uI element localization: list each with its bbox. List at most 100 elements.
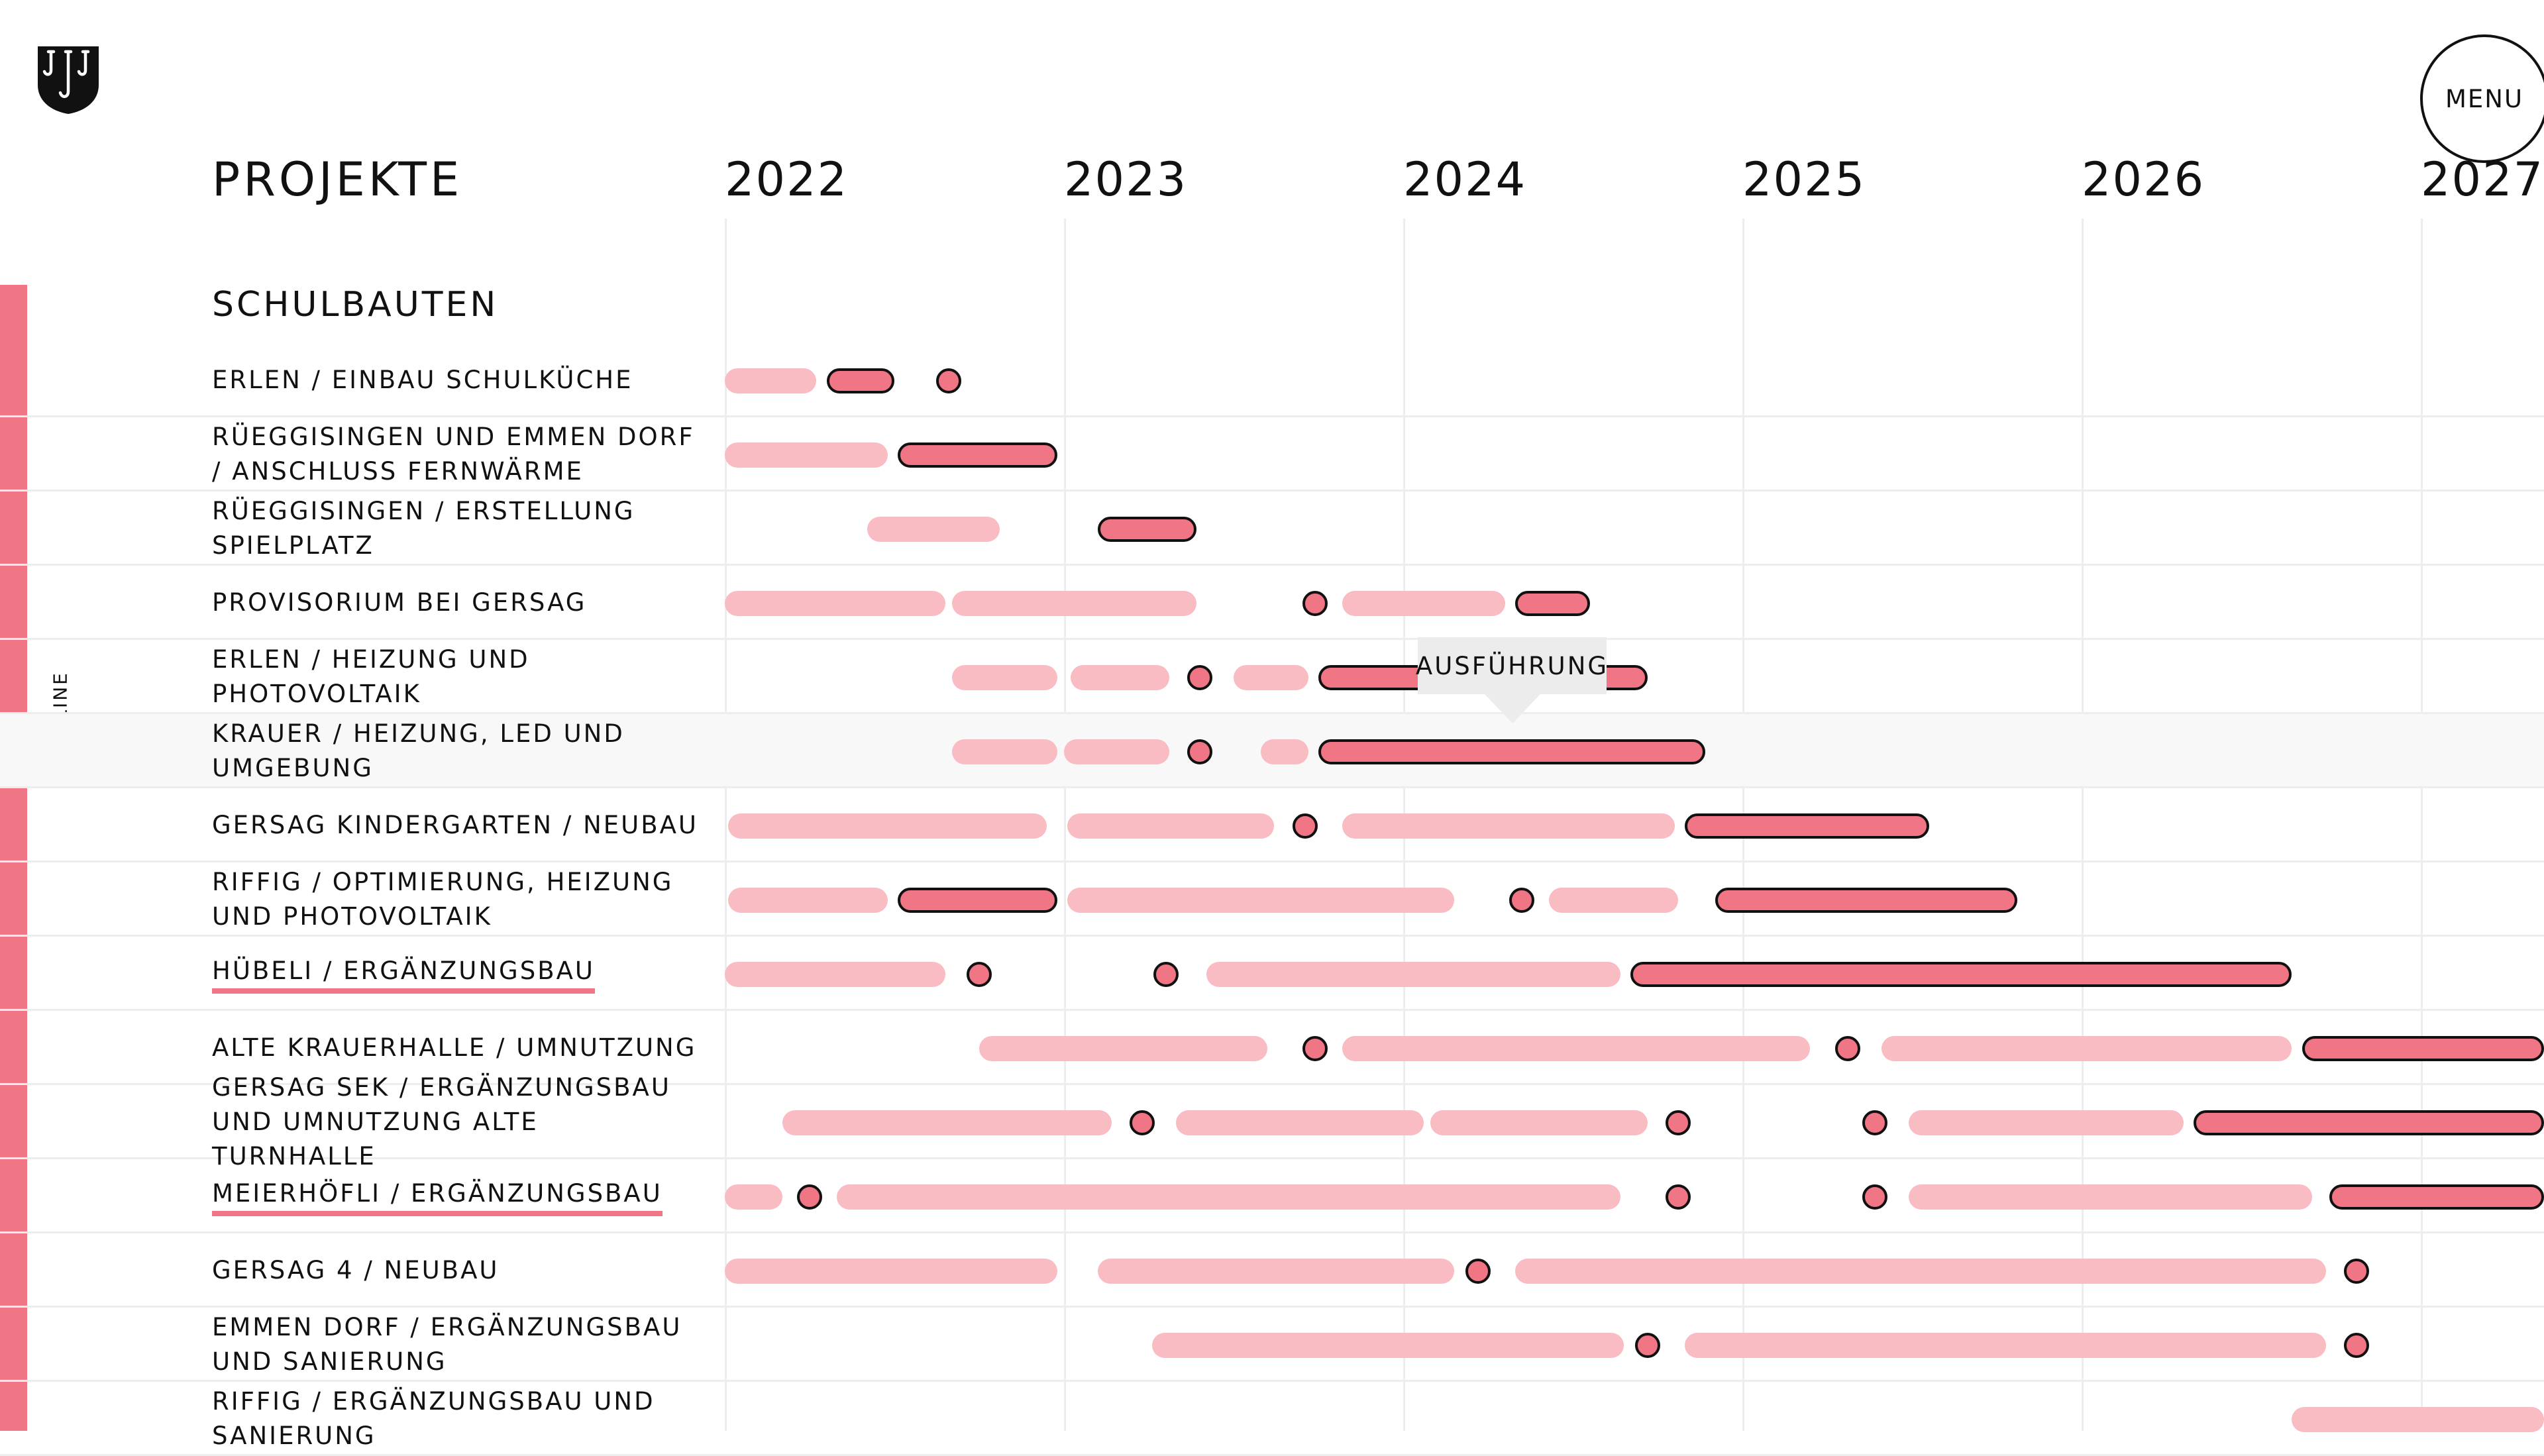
project-row[interactable]: HÜBELI / ERGÄNZUNGSBAU — [0, 937, 2544, 1011]
phase-bar-planning[interactable] — [1175, 1110, 1424, 1135]
project-row[interactable]: RIFFIG / ERGÄNZUNGSBAU UND SANIERUNG — [0, 1382, 2544, 1456]
project-label: KRAUER / HEIZUNG, LED UND UMGEBUNG — [212, 714, 702, 788]
project-label: ERLEN / EINBAU SCHULKÜCHE — [212, 343, 702, 417]
phase-bar-execution[interactable] — [898, 888, 1057, 913]
timeline-side-bar[interactable] — [0, 285, 27, 1431]
phase-bar-planning[interactable] — [979, 1036, 1268, 1061]
milestone-dot[interactable] — [797, 1184, 822, 1210]
phase-bar-planning[interactable] — [725, 1184, 783, 1210]
phase-bar-planning[interactable] — [1260, 739, 1308, 764]
phase-bar-execution[interactable] — [1684, 813, 1929, 839]
phase-bar-planning[interactable] — [1342, 1036, 1811, 1061]
phase-bar-planning[interactable] — [1514, 1259, 2326, 1284]
milestone-dot[interactable] — [1153, 962, 1179, 987]
project-label[interactable]: HÜBELI / ERGÄNZUNGSBAU — [212, 937, 702, 1011]
phase-bar-execution[interactable] — [826, 368, 894, 393]
milestone-dot[interactable] — [935, 368, 961, 393]
phase-bar-execution[interactable] — [2193, 1110, 2544, 1135]
phase-bar-planning[interactable] — [1549, 888, 1678, 913]
project-row[interactable]: ERLEN / HEIZUNG UND PHOTOVOLTAIK — [0, 640, 2544, 714]
milestone-dot[interactable] — [1834, 1036, 1860, 1061]
milestone-dot[interactable] — [967, 962, 992, 987]
phase-bar-planning[interactable] — [725, 1259, 1057, 1284]
project-label[interactable]: MEIERHÖFLI / ERGÄNZUNGSBAU — [212, 1159, 702, 1233]
phase-bar-planning[interactable] — [952, 591, 1196, 616]
phase-bar-planning[interactable] — [1071, 665, 1169, 690]
milestone-dot[interactable] — [2343, 1333, 2369, 1358]
phase-bar-planning[interactable] — [725, 442, 888, 468]
phase-bar-planning[interactable] — [1064, 739, 1169, 764]
phase-bar-planning[interactable] — [725, 962, 945, 987]
milestone-dot[interactable] — [1665, 1110, 1691, 1135]
phase-bar-planning[interactable] — [728, 888, 888, 913]
milestone-dot[interactable] — [1292, 813, 1318, 839]
project-row[interactable]: EMMEN DORF / ERGÄNZUNGSBAU UND SANIERUNG — [0, 1308, 2544, 1382]
section-title: SCHULBAUTEN — [212, 285, 499, 325]
phase-bar-planning[interactable] — [2292, 1407, 2544, 1432]
phase-bar-execution[interactable] — [1098, 517, 1196, 542]
milestone-dot[interactable] — [2343, 1259, 2369, 1284]
project-label-text: EMMEN DORF / ERGÄNZUNGSBAU UND SANIERUNG — [212, 1313, 682, 1376]
phase-bar-execution[interactable] — [1715, 888, 2017, 913]
phase-bar-planning[interactable] — [1342, 813, 1675, 839]
phase-bar-execution[interactable] — [898, 442, 1057, 468]
milestone-dot[interactable] — [1509, 888, 1535, 913]
phase-bar-planning[interactable] — [782, 1110, 1112, 1135]
phase-bar-planning[interactable] — [725, 591, 945, 616]
milestone-dot[interactable] — [1465, 1259, 1491, 1284]
phase-bar-execution[interactable] — [1630, 962, 2292, 987]
project-label-text: ALTE KRAUERHALLE / UMNUTZUNG — [212, 1033, 697, 1062]
project-row[interactable]: ALTE KRAUERHALLE / UMNUTZUNG — [0, 1011, 2544, 1085]
project-row[interactable]: GERSAG SEK / ERGÄNZUNGSBAU UND UMNUTZUNG… — [0, 1073, 2544, 1170]
phase-bar-planning[interactable] — [728, 813, 1047, 839]
phase-bar-planning[interactable] — [1234, 665, 1308, 690]
phase-bar-planning[interactable] — [725, 368, 817, 393]
phase-bar-execution[interactable] — [1514, 591, 1590, 616]
milestone-dot[interactable] — [1302, 1036, 1328, 1061]
project-row[interactable]: ERLEN / EINBAU SCHULKÜCHE — [0, 343, 2544, 417]
phase-bar-planning[interactable] — [1430, 1110, 1648, 1135]
phase-bar-planning[interactable] — [1908, 1184, 2313, 1210]
phase-bar-planning[interactable] — [1908, 1110, 2184, 1135]
project-row[interactable]: RIFFIG / OPTIMIERUNG, HEIZUNG UND PHOTOV… — [0, 862, 2544, 937]
project-label: GERSAG 4 / NEUBAU — [212, 1233, 702, 1308]
year-label: 2025 — [1742, 152, 1866, 207]
phase-bar-planning[interactable] — [1206, 962, 1620, 987]
phase-bar-planning[interactable] — [1152, 1333, 1624, 1358]
phase-bar-planning[interactable] — [952, 665, 1057, 690]
year-gridline — [2082, 219, 2084, 1431]
phase-bar-execution[interactable] — [1318, 739, 1705, 764]
phase-bar-planning[interactable] — [1684, 1333, 2326, 1358]
phase-bar-planning[interactable] — [1067, 813, 1275, 839]
phase-bar-planning[interactable] — [1067, 888, 1454, 913]
milestone-dot[interactable] — [1129, 1110, 1155, 1135]
project-row[interactable]: RÜEGGISINGEN / ERSTELLUNG SPIELPLATZ — [0, 492, 2544, 566]
milestone-dot[interactable] — [1665, 1184, 1691, 1210]
project-row[interactable]: GERSAG KINDERGARTEN / NEUBAU — [0, 788, 2544, 862]
phase-bar-planning[interactable] — [836, 1184, 1620, 1210]
milestone-dot[interactable] — [1862, 1184, 1887, 1210]
milestone-dot[interactable] — [1302, 591, 1328, 616]
project-row[interactable]: KRAUER / HEIZUNG, LED UND UMGEBUNG — [0, 714, 2544, 788]
milestone-dot[interactable] — [1187, 665, 1212, 690]
logo[interactable] — [36, 45, 100, 115]
project-row[interactable]: GERSAG 4 / NEUBAU — [0, 1233, 2544, 1308]
menu-button[interactable]: MENU — [2420, 34, 2544, 163]
phase-bar-planning[interactable] — [1098, 1259, 1454, 1284]
project-row[interactable]: PROVISORIUM BEI GERSAG — [0, 566, 2544, 640]
phase-tooltip-label: AUSFÜHRUNG — [1415, 651, 1609, 680]
milestone-dot[interactable] — [1862, 1110, 1887, 1135]
project-row[interactable]: RÜEGGISINGEN UND EMMEN DORF / ANSCHLUSS … — [0, 417, 2544, 492]
milestone-dot[interactable] — [1187, 739, 1212, 764]
phase-tooltip: AUSFÜHRUNG — [1415, 637, 1609, 723]
year-label: 2024 — [1403, 152, 1527, 207]
phase-bar-execution[interactable] — [2302, 1036, 2544, 1061]
phase-bar-planning[interactable] — [1881, 1036, 2292, 1061]
phase-bar-execution[interactable] — [2329, 1184, 2544, 1210]
phase-bar-planning[interactable] — [867, 517, 1000, 542]
project-label-text: KRAUER / HEIZUNG, LED UND UMGEBUNG — [212, 719, 625, 782]
project-row[interactable]: MEIERHÖFLI / ERGÄNZUNGSBAU — [0, 1159, 2544, 1233]
phase-bar-planning[interactable] — [1342, 591, 1505, 616]
phase-bar-planning[interactable] — [952, 739, 1057, 764]
milestone-dot[interactable] — [1634, 1333, 1660, 1358]
